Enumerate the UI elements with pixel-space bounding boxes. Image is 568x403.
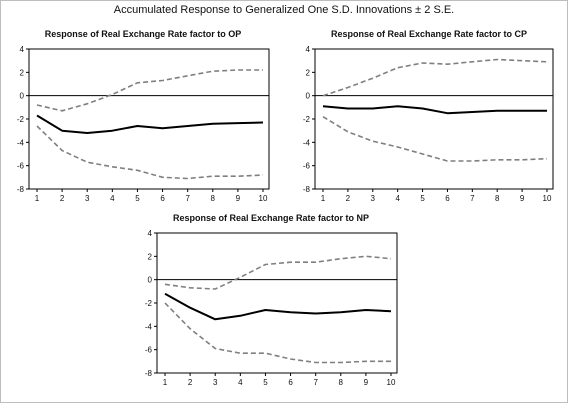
panel-title-cp: Response of Real Exchange Rate factor to…: [330, 29, 528, 39]
chart-cp: 4 2 0 -2 -4 -6 -8 1 2 3 4 5 6 7 8 9 10: [303, 45, 554, 203]
y-tick-label-np: 4: [148, 229, 153, 238]
x-tick-label-cp: 3: [371, 194, 376, 203]
x-tick-label-cp: 5: [420, 194, 425, 203]
series-response-cp: [322, 105, 547, 115]
y-tick-label-np: -2: [145, 299, 153, 308]
chart-op: 4 2 0 -2 -4 -6 -8 1 2 3 4 5 6 7 8 9 10: [17, 45, 270, 203]
x-tick-label-op: 3: [85, 194, 90, 203]
series-response-op: [36, 114, 264, 134]
y-tick-label-np: 0: [148, 276, 153, 285]
series-lower-op: [36, 125, 264, 180]
y-tick-label-op: 0: [20, 92, 25, 101]
panel-title-op: Response of Real Exchange Rate factor to…: [44, 29, 242, 39]
x-tick-label-op: 6: [160, 194, 165, 203]
y-tick-label-np: -4: [145, 322, 153, 331]
series-upper-np: [164, 255, 392, 290]
x-tick-label-op: 9: [236, 194, 241, 203]
x-tick-label-np: 3: [213, 378, 218, 387]
series-upper-op: [36, 69, 263, 112]
y-tick-label-cp: -4: [303, 138, 311, 147]
x-tick-label-np: 8: [339, 378, 344, 387]
plot-area-np: [156, 232, 398, 374]
y-tick-label-op: -4: [17, 138, 25, 147]
chart-np: 4 2 0 -2 -4 -6 -8 1 2 3 4 5 6 7 8 9 10: [145, 229, 398, 387]
panel-title-np: Response of Real Exchange Rate factor to…: [172, 213, 370, 223]
x-tick-label-cp: 2: [346, 194, 351, 203]
x-tick-label-cp: 10: [543, 194, 552, 203]
x-tick-label-cp: 8: [495, 194, 500, 203]
x-tick-label-np: 9: [364, 378, 369, 387]
x-tick-label-op: 8: [211, 194, 216, 203]
panel-cp: Response of Real Exchange Rate factor to…: [301, 29, 557, 215]
y-tick-label-cp: -2: [303, 115, 311, 124]
x-tick-label-np: 2: [188, 378, 193, 387]
y-tick-label-op: 4: [20, 45, 25, 54]
series-lower-np: [164, 302, 391, 364]
y-tick-label-op: -8: [17, 185, 25, 194]
x-tick-label-cp: 4: [395, 194, 400, 203]
x-tick-label-np: 4: [238, 378, 243, 387]
series-response-np: [164, 292, 392, 321]
x-tick-label-cp: 9: [520, 194, 525, 203]
y-tick-label-cp: 4: [306, 45, 311, 54]
y-tick-label-cp: -6: [303, 162, 311, 171]
y-tick-label-op: 2: [20, 68, 25, 77]
x-tick-label-op: 10: [259, 194, 268, 203]
x-tick-label-op: 4: [110, 194, 115, 203]
x-tick-label-cp: 6: [445, 194, 450, 203]
y-tick-label-cp: 2: [306, 68, 311, 77]
series-upper-cp: [322, 58, 548, 97]
x-tick-label-np: 7: [313, 378, 318, 387]
y-tick-label-cp: -8: [303, 185, 311, 194]
x-tick-label-np: 10: [387, 378, 396, 387]
y-tick-label-cp: 0: [306, 92, 311, 101]
y-tick-label-op: -6: [17, 162, 25, 171]
x-tick-label-cp: 7: [470, 194, 475, 203]
x-tick-label-np: 1: [163, 378, 168, 387]
panel-np: Response of Real Exchange Rate factor to…: [141, 213, 401, 399]
x-tick-label-np: 5: [263, 378, 268, 387]
x-tick-label-np: 6: [288, 378, 293, 387]
y-tick-label-np: 2: [148, 252, 153, 261]
x-tick-label-op: 2: [60, 194, 65, 203]
y-tick-label-np: -8: [145, 369, 153, 378]
x-tick-label-op: 5: [135, 194, 140, 203]
x-tick-label-cp: 1: [321, 194, 326, 203]
y-tick-label-op: -2: [17, 115, 25, 124]
main-title: Accumulated Response to Generalized One …: [113, 4, 455, 16]
plot-area-cp: [314, 48, 554, 190]
x-tick-label-op: 1: [35, 194, 40, 203]
panel-op: Response of Real Exchange Rate factor to…: [13, 29, 273, 215]
series-lower-cp: [322, 116, 548, 162]
x-tick-label-op: 7: [185, 194, 190, 203]
y-tick-label-np: -6: [145, 346, 153, 355]
